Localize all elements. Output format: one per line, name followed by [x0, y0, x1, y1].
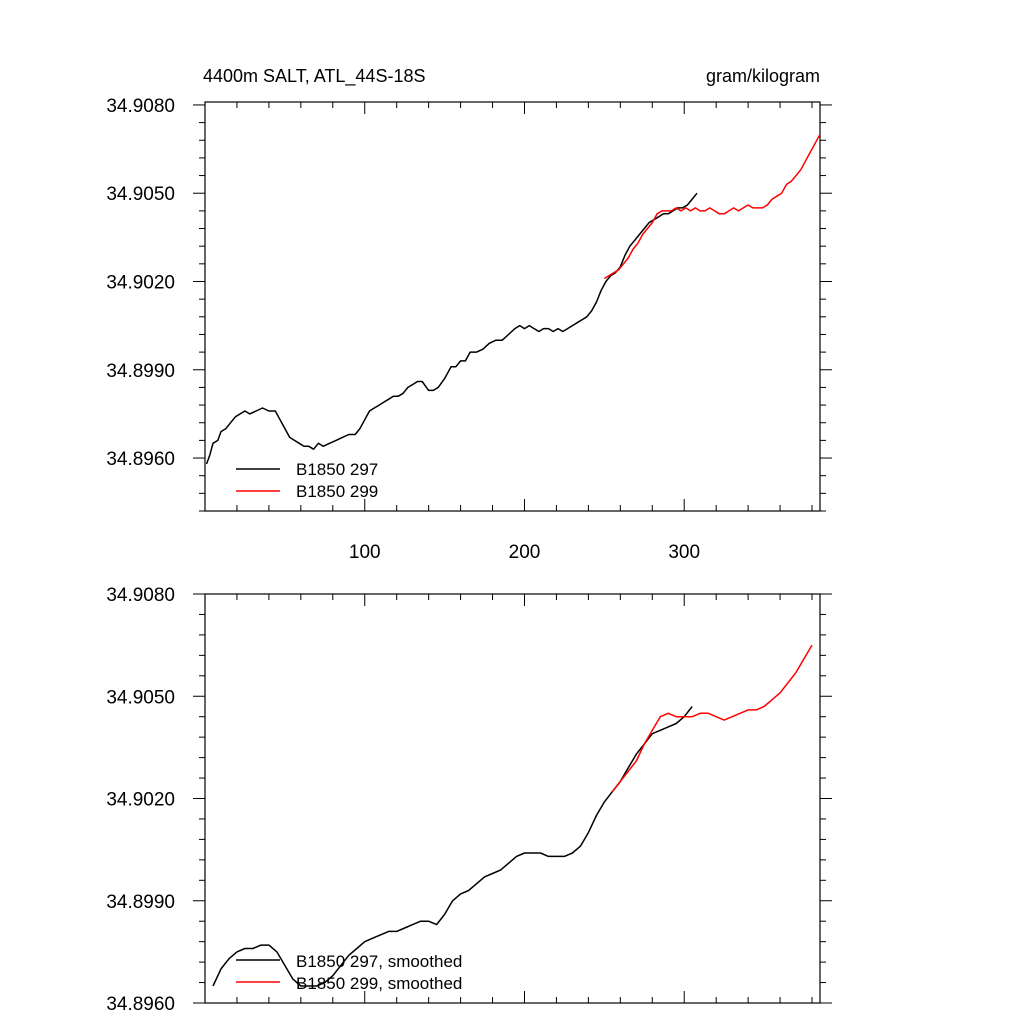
y-tick-label: 34.8990: [106, 892, 175, 913]
legend-label-297-smoothed: B1850 297, smoothed: [296, 952, 462, 971]
series-line-b1850-297: [205, 192, 698, 465]
top-series-group: [205, 134, 821, 465]
y-tick-label: 34.8960: [106, 994, 175, 1015]
chart-title: 4400m SALT, ATL_44S-18S: [203, 66, 425, 87]
legend-label-299: B1850 299: [296, 482, 378, 501]
top-axis-ticks: 100 200 300 34.8960 34.8990 34.9020 34.9050 34.…: [106, 96, 832, 563]
bottom-axis-ticks: 34.8960 34.8990 34.9020 34.9050 34.9080: [106, 585, 832, 1015]
top-plot-frame: [204, 101, 821, 512]
y-tick-label: 34.9050: [106, 184, 175, 205]
series-line-b1850-297: [212, 706, 693, 987]
top-panel: 4400m SALT, ATL_44S-18S gram/kilogram 10…: [106, 66, 832, 563]
y-tick-label: 34.9020: [106, 790, 175, 811]
bottom-legend: B1850 297, smoothed B1850 299, smoothed: [236, 952, 462, 993]
y-tick-label: 34.9080: [106, 585, 175, 606]
y-tick-label: 34.9020: [106, 272, 175, 293]
bottom-series-group: [212, 644, 813, 987]
y-tick-label: 34.9080: [106, 96, 175, 117]
bottom-plot-frame: [204, 593, 821, 1004]
units-label: gram/kilogram: [706, 66, 820, 86]
top-legend: B1850 297 B1850 299: [236, 460, 378, 501]
x-tick-label: 200: [509, 542, 541, 563]
legend-label-297: B1850 297: [296, 460, 378, 479]
series-line-b1850-299: [611, 644, 813, 793]
y-tick-label: 34.8960: [106, 449, 175, 470]
x-tick-label: 300: [668, 542, 700, 563]
series-line-b1850-299: [604, 134, 821, 280]
bottom-panel: 34.8960 34.8990 34.9020 34.9050 34.9080 B185…: [106, 585, 832, 1015]
x-tick-label: 100: [349, 542, 381, 563]
legend-label-299-smoothed: B1850 299, smoothed: [296, 974, 462, 993]
y-tick-label: 34.8990: [106, 361, 175, 382]
y-tick-label: 34.9050: [106, 687, 175, 708]
